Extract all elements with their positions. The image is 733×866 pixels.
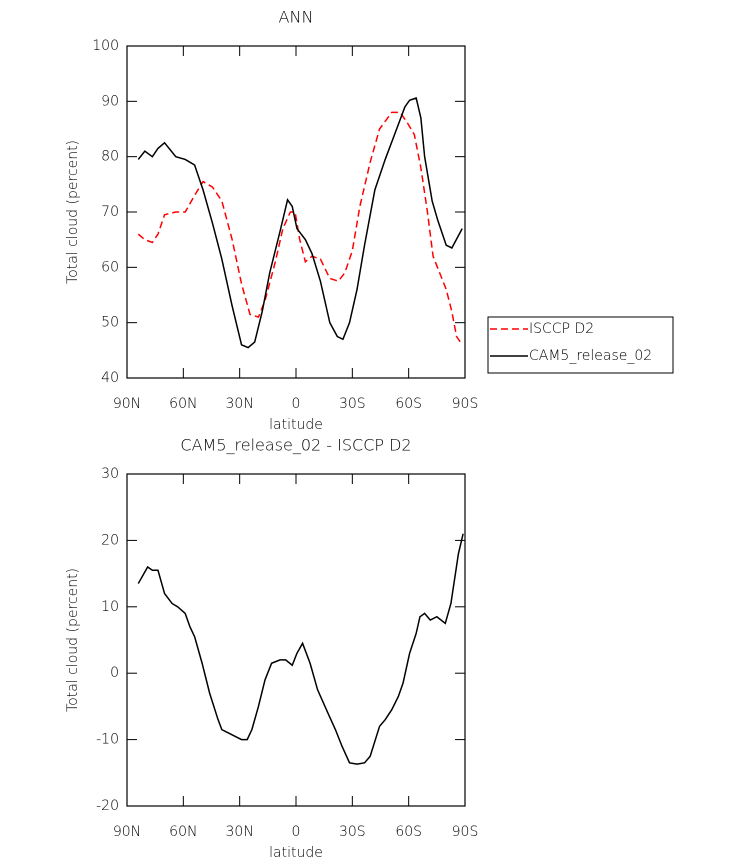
- x-tick-label: 90S: [452, 396, 479, 412]
- x-tick-label: 90S: [452, 824, 479, 840]
- y-tick-label: 100: [92, 38, 119, 54]
- legend-box: [487, 316, 674, 374]
- data-line: [137, 97, 463, 349]
- y-tick-label: 70: [101, 204, 119, 220]
- y-tick-label: 80: [101, 149, 119, 165]
- y-tick-label: 60: [101, 259, 119, 275]
- x-axis-label: latitude: [269, 417, 323, 433]
- y-axis-label: Total cloud (percent): [65, 568, 81, 712]
- plot-frame: [126, 473, 466, 807]
- y-tick-label: 20: [101, 532, 119, 548]
- y-tick-label: 10: [101, 599, 119, 615]
- y-tick-label: 0: [110, 665, 119, 681]
- data-line: [137, 533, 464, 765]
- x-tick-label: 30S: [339, 824, 366, 840]
- chart-title: ANN: [279, 8, 314, 27]
- y-tick-label: -10: [96, 732, 119, 748]
- x-tick-label: 60S: [395, 824, 422, 840]
- x-tick-label: 90N: [113, 824, 141, 840]
- x-tick-label: 60N: [169, 396, 197, 412]
- x-tick-label: 0: [292, 396, 301, 412]
- data-line: [137, 111, 463, 346]
- x-tick-label: 60S: [395, 396, 422, 412]
- y-tick-label: 50: [101, 315, 119, 331]
- y-tick-label: 40: [101, 370, 119, 386]
- x-tick-label: 30N: [226, 396, 254, 412]
- legend-label: ISCCP D2: [529, 321, 594, 337]
- x-tick-label: 90N: [113, 396, 141, 412]
- y-tick-label: -20: [96, 798, 119, 814]
- x-tick-label: 30N: [226, 824, 254, 840]
- y-tick-label: 90: [101, 93, 119, 109]
- x-axis-label: latitude: [269, 845, 323, 861]
- y-axis-label: Total cloud (percent): [65, 140, 81, 284]
- legend-label: CAM5_release_02: [529, 348, 652, 364]
- x-tick-label: 60N: [169, 824, 197, 840]
- y-tick-label: 30: [101, 466, 119, 482]
- chart-title: CAM5_release_02 - ISCCP D2: [180, 436, 411, 455]
- x-tick-label: 0: [292, 824, 301, 840]
- x-tick-label: 30S: [339, 396, 366, 412]
- plot-frame: [126, 45, 466, 379]
